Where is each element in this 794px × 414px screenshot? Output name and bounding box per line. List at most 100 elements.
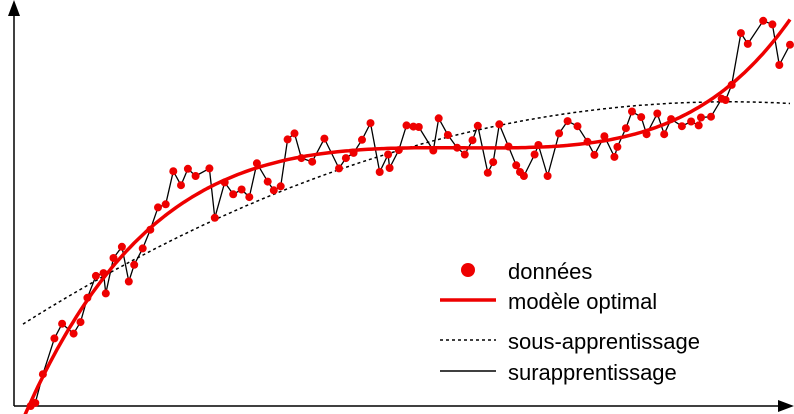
data-point	[69, 329, 78, 338]
data-point	[473, 121, 482, 130]
data-point	[394, 146, 403, 155]
data-point	[590, 150, 599, 159]
x-axis-arrow	[778, 400, 794, 412]
data-point	[109, 254, 118, 262]
data-point	[721, 96, 730, 104]
data-points-layer	[26, 16, 794, 410]
data-point	[124, 277, 133, 286]
data-point	[283, 135, 292, 144]
data-point	[38, 370, 47, 379]
data-point	[697, 113, 705, 122]
data-point	[320, 134, 329, 143]
data-point	[31, 398, 40, 407]
data-point	[297, 154, 306, 163]
legend-label-optimal: modèle optimal	[508, 289, 657, 314]
legend-label-underfit: sous-apprentissage	[508, 329, 700, 354]
data-point	[775, 61, 784, 69]
data-point	[210, 213, 219, 222]
data-point	[534, 141, 543, 149]
data-point	[443, 131, 452, 139]
data-point	[229, 190, 238, 199]
data-point	[453, 143, 462, 152]
data-point	[637, 113, 646, 122]
data-point	[146, 225, 155, 234]
data-point	[384, 150, 393, 159]
data-point	[101, 289, 110, 298]
data-point	[290, 129, 299, 138]
data-point	[366, 119, 375, 128]
data-point	[341, 154, 350, 163]
data-point	[653, 109, 662, 118]
data-point	[169, 167, 178, 176]
data-point	[205, 164, 214, 173]
data-point	[220, 178, 229, 187]
data-point	[414, 123, 423, 131]
data-point	[613, 142, 622, 151]
legend: données modèle optimal sous-apprentissag…	[426, 254, 766, 394]
data-point	[530, 150, 539, 159]
data-point	[58, 319, 67, 328]
data-point	[83, 293, 92, 302]
data-point	[245, 193, 254, 202]
legend-label-data: données	[508, 259, 592, 284]
data-point	[191, 172, 200, 180]
data-point	[429, 146, 438, 155]
data-point	[504, 142, 513, 151]
y-axis-arrow	[8, 0, 20, 16]
data-point	[177, 181, 185, 190]
data-point	[543, 172, 552, 180]
data-point	[660, 130, 669, 139]
data-point	[573, 122, 582, 131]
data-point	[621, 124, 630, 133]
data-point	[375, 168, 384, 176]
data-point	[117, 242, 126, 251]
data-point	[308, 157, 317, 166]
data-point	[385, 164, 394, 172]
data-point	[768, 20, 777, 29]
data-point	[252, 159, 261, 168]
data-point	[402, 121, 411, 130]
data-point	[468, 136, 477, 145]
data-point	[786, 40, 794, 49]
data-point	[183, 164, 192, 173]
data-point	[628, 107, 636, 116]
data-point	[269, 186, 278, 195]
data-point	[434, 114, 443, 123]
data-point	[600, 132, 609, 141]
data-point	[276, 182, 285, 191]
axes	[8, 0, 794, 412]
data-point	[667, 115, 676, 124]
data-point	[99, 269, 108, 278]
data-point	[563, 117, 572, 126]
data-point	[349, 148, 358, 157]
data-point	[50, 334, 59, 343]
data-point	[76, 318, 85, 327]
data-point	[237, 185, 246, 194]
data-point	[583, 137, 592, 146]
data-point	[483, 168, 492, 177]
data-point	[707, 112, 715, 121]
data-point	[687, 117, 696, 126]
data-point	[495, 120, 504, 129]
data-point	[91, 271, 100, 280]
data-point	[263, 177, 272, 186]
data-point	[154, 203, 162, 212]
data-point	[555, 129, 564, 138]
data-point	[727, 80, 736, 89]
data-point	[677, 122, 686, 131]
data-point	[161, 200, 170, 209]
data-point	[610, 152, 619, 161]
data-point	[460, 150, 469, 159]
data-point	[519, 172, 528, 180]
data-point	[743, 39, 752, 48]
data-point	[759, 16, 768, 25]
data-point	[642, 130, 651, 139]
data-point	[489, 158, 498, 167]
legend-marker-data	[461, 263, 475, 277]
legend-label-overfit: surapprentissage	[508, 360, 677, 385]
data-point	[138, 244, 147, 253]
data-point	[335, 164, 343, 173]
data-point	[736, 29, 745, 38]
data-point	[130, 260, 139, 269]
